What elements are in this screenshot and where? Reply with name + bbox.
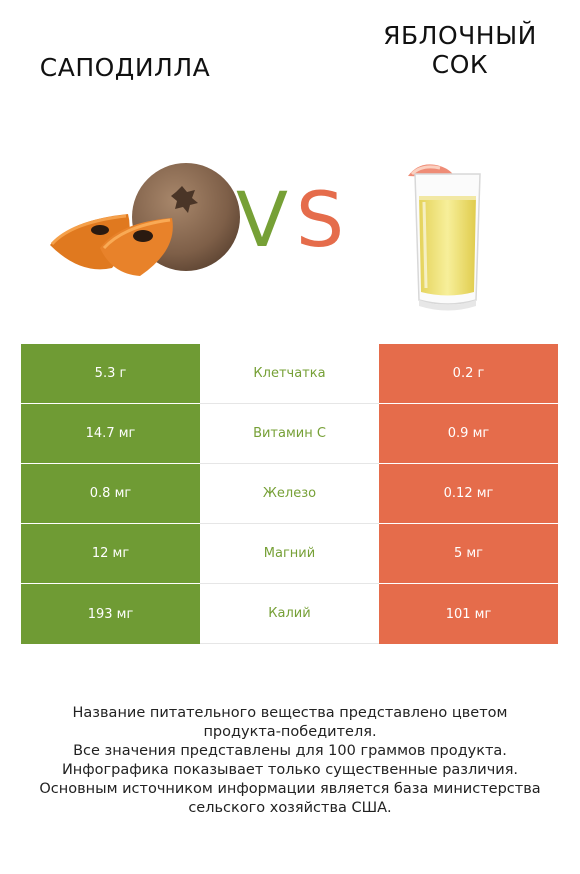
table-row: 193 мг Калий 101 мг bbox=[21, 584, 558, 644]
note-line: сельского хозяйства США. bbox=[188, 800, 392, 816]
note-line: Название питательного вещества представл… bbox=[72, 705, 508, 721]
vs-letter-v: V bbox=[236, 175, 288, 264]
sapodilla-image bbox=[50, 163, 240, 276]
right-value: 101 мг bbox=[379, 584, 558, 644]
table-row: 5.3 г Клетчатка 0.2 г bbox=[21, 344, 558, 404]
note-line: Инфографика показывает только существенн… bbox=[61, 762, 519, 778]
right-title-line-1: ЯБЛОЧНЫЙ bbox=[383, 21, 537, 50]
left-value: 193 мг bbox=[21, 584, 200, 644]
right-value: 0.2 г bbox=[379, 344, 558, 404]
left-value: 14.7 мг bbox=[21, 404, 200, 464]
comparison-illustration: V S bbox=[50, 163, 481, 311]
nutrient-name: Железо bbox=[200, 464, 379, 524]
note-line: Все значения представлены для 100 граммо… bbox=[73, 743, 507, 759]
vs-letter-s: S bbox=[296, 175, 344, 264]
nutrient-name: Магний bbox=[200, 524, 379, 584]
left-value: 12 мг bbox=[21, 524, 200, 584]
nutrient-name: Клетчатка bbox=[200, 344, 379, 404]
nutrient-name: Витамин C bbox=[200, 404, 379, 464]
apple-juice-image bbox=[408, 164, 481, 311]
table-row: 14.7 мг Витамин C 0.9 мг bbox=[21, 404, 558, 464]
left-product-title: САПОДИЛЛА bbox=[39, 53, 211, 82]
note-line: Основным источником информации является … bbox=[39, 781, 541, 797]
note-line: продукта-победителя. bbox=[203, 724, 377, 740]
right-value: 0.9 мг bbox=[379, 404, 558, 464]
nutrient-name: Калий bbox=[200, 584, 379, 644]
table-row: 12 мг Магний 5 мг bbox=[21, 524, 558, 584]
right-value: 0.12 мг bbox=[379, 464, 558, 524]
left-value: 5.3 г bbox=[21, 344, 200, 404]
right-title-line-2: СОК bbox=[431, 50, 489, 79]
right-product-title: ЯБЛОЧНЫЙ СОК bbox=[360, 21, 560, 79]
right-value: 5 мг bbox=[379, 524, 558, 584]
left-value: 0.8 мг bbox=[21, 464, 200, 524]
vs-mark: V S bbox=[236, 175, 344, 264]
table-row: 0.8 мг Железо 0.12 мг bbox=[21, 464, 558, 524]
comparison-table: 5.3 г Клетчатка 0.2 г 14.7 мг Витамин C … bbox=[21, 344, 558, 644]
footnotes: Название питательного вещества представл… bbox=[20, 704, 560, 818]
